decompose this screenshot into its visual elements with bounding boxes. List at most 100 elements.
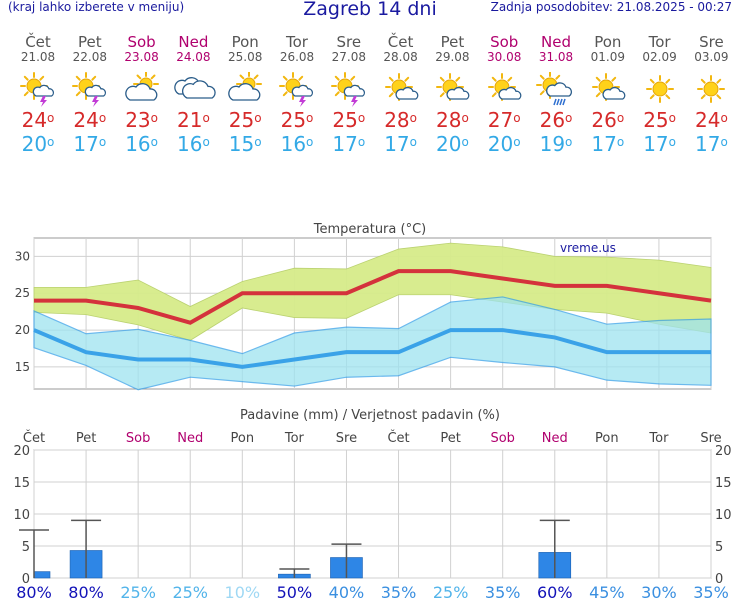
- x-tick-label: Pon: [595, 431, 619, 446]
- y-tick-label: 15: [15, 360, 30, 374]
- day-date: 01.09: [590, 50, 625, 64]
- y-tick-label: 20: [15, 323, 30, 337]
- day-name: Čet: [387, 33, 414, 51]
- min-temp-range: [33, 296, 712, 391]
- sun-small-cloud-icon: [478, 72, 530, 106]
- max-temp: 24o: [694, 108, 728, 132]
- precip-probability: 30%: [641, 583, 677, 600]
- precip-probability: 60%: [537, 583, 573, 600]
- y-tick-label: 30: [15, 249, 30, 263]
- max-temp: 27o: [487, 108, 521, 132]
- max-temp: 24o: [21, 108, 55, 132]
- temperature-chart: Temperatura (°C) 15 20 25 30 vreme.us: [15, 222, 712, 391]
- precip-probability: 35%: [381, 583, 417, 600]
- y-tick-label: 15: [13, 476, 30, 491]
- day-date: 28.08: [383, 50, 418, 64]
- day-name: Sob: [127, 33, 156, 51]
- precip-probability: 45%: [589, 583, 625, 600]
- day-name: Pon: [231, 33, 259, 51]
- day-name: Pon: [594, 33, 622, 51]
- max-temp: 28o: [384, 108, 417, 132]
- sun-cloud-rain-icon: [530, 71, 582, 106]
- cloudy-icon: [167, 72, 219, 106]
- y-tick-label: 25: [15, 286, 30, 300]
- day-column: Čet 21.08 24o 20o: [12, 34, 64, 156]
- day-date: 26.08: [279, 50, 315, 64]
- forecast-days: Čet 21.08 24o 20o Pet 22.08 24o 17o Sob 23.08 23o 1…: [12, 34, 740, 174]
- min-temp: 15o: [228, 132, 262, 156]
- y-tick-label: 15: [715, 476, 732, 491]
- x-tick-label: Sob: [490, 431, 514, 446]
- x-tick-label: Sob: [126, 431, 150, 446]
- max-temp: 21o: [176, 108, 210, 132]
- day-column: Pon 25.08 25o 15o: [219, 34, 271, 156]
- sun-cloud-thunder-icon: [271, 72, 323, 107]
- precip-probability: 25%: [172, 583, 208, 600]
- day-date: 29.08: [435, 50, 470, 64]
- day-date: 31.08: [538, 50, 574, 64]
- precip-probability: 80%: [68, 583, 104, 600]
- chart-title: Padavine (mm) / Verjetnost padavin (%): [240, 408, 500, 423]
- day-column: Tor 26.08 25o 16o: [271, 34, 323, 156]
- precip-probability: 25%: [120, 583, 156, 600]
- watermark: vreme.us: [560, 241, 616, 255]
- y-tick-label: 10: [715, 508, 732, 523]
- day-date: 23.08: [124, 50, 159, 64]
- sun-small-cloud-icon: [582, 72, 634, 106]
- precip-probability: 80%: [16, 583, 52, 600]
- min-temp: 17o: [384, 132, 417, 156]
- chart-title: Temperatura (°C): [313, 222, 426, 237]
- menu-hint: (kraj lahko izberete v meniju): [8, 0, 185, 14]
- day-name: Tor: [286, 33, 308, 51]
- day-name: Ned: [178, 33, 209, 51]
- precip-probability: 35%: [485, 583, 521, 600]
- y-tick-label: 20: [13, 444, 30, 459]
- min-temp: 17o: [694, 132, 728, 156]
- x-tick-label: Ned: [177, 431, 203, 446]
- day-date: 27.08: [331, 50, 366, 64]
- max-temp: 25o: [280, 108, 314, 132]
- x-tick-label: Pet: [440, 431, 460, 446]
- x-tick-label: Tor: [284, 431, 305, 446]
- sun-icon: [685, 72, 737, 106]
- max-temp: 25o: [332, 108, 366, 132]
- sun-icon: [634, 72, 686, 106]
- x-tick-label: Ned: [542, 431, 568, 446]
- min-temp: 20o: [435, 132, 469, 156]
- sun-cloud-thunder-icon: [323, 72, 375, 107]
- day-column: Pon 01.09 26o 17o: [582, 34, 634, 156]
- x-tick-label: Čet: [387, 430, 409, 446]
- day-column: Ned 31.08 26o 19o: [530, 34, 582, 156]
- y-tick-label: 5: [715, 540, 723, 555]
- day-column: Sob 30.08 27o 20o: [478, 34, 530, 156]
- max-temp: 26o: [591, 108, 625, 132]
- min-temp-line: [33, 328, 711, 369]
- min-temp: 17o: [643, 132, 676, 156]
- day-name: Pet: [77, 33, 102, 51]
- x-tick-label: Sre: [700, 431, 721, 446]
- day-name: Tor: [648, 33, 671, 51]
- day-date: 21.08: [20, 50, 56, 64]
- precip-probability: 50%: [277, 583, 313, 600]
- max-temp: 28o: [435, 108, 469, 132]
- sun-cloud-thunder-icon: [64, 72, 116, 107]
- day-date: 30.08: [487, 50, 522, 64]
- min-temp: 16o: [176, 132, 210, 156]
- day-name: Pet: [440, 33, 465, 51]
- min-temp: 19o: [539, 132, 573, 156]
- day-column: Pet 29.08 28o 20o: [426, 34, 478, 156]
- max-temp-line: [34, 269, 712, 325]
- y-tick-label: 5: [22, 540, 30, 555]
- precip-probability: 10%: [225, 583, 261, 600]
- day-name: Čet: [25, 33, 51, 51]
- day-name: Sob: [490, 33, 519, 51]
- min-temp: 16o: [125, 132, 158, 156]
- precip-probability: 40%: [329, 583, 365, 600]
- page-title: Zagreb 14 dni: [303, 0, 437, 20]
- sun-small-cloud-icon: [375, 72, 427, 106]
- precipitation-chart: Padavine (mm) / Verjetnost padavin (%) Če…: [13, 408, 732, 600]
- sun-behind-cloud-icon: [219, 71, 271, 106]
- max-temp: 26o: [539, 108, 573, 132]
- max-temp: 23o: [125, 108, 158, 132]
- min-temp: 20o: [21, 132, 55, 156]
